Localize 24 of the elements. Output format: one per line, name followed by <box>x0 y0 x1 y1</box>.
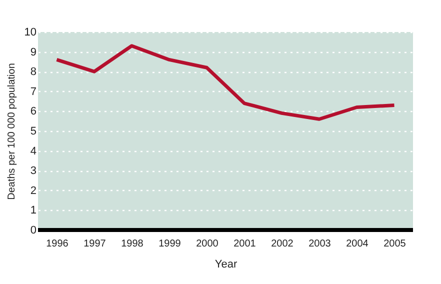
y-tick-label: 9 <box>30 46 36 58</box>
y-tick-label: 4 <box>30 145 36 158</box>
y-tick-label: 6 <box>30 106 36 118</box>
y-tick-label: 0 <box>30 224 36 236</box>
y-tick-label: 7 <box>30 86 36 98</box>
y-tick-label: 5 <box>30 126 36 138</box>
x-tick-label: 1999 <box>158 238 182 250</box>
x-tick-label: 1997 <box>84 238 106 250</box>
y-tick-label: 3 <box>30 165 36 178</box>
x-tick-label: 1996 <box>46 238 69 250</box>
y-tick-label: 1 <box>30 204 36 217</box>
x-tick-label: 2003 <box>308 238 332 250</box>
x-tick-label: 2005 <box>384 238 406 250</box>
y-tick-label: 8 <box>30 66 36 78</box>
y-tick-label: 2 <box>30 184 36 197</box>
x-tick-label: 1998 <box>121 238 144 250</box>
x-tick-label: 2000 <box>196 238 219 250</box>
x-tick-label: 2002 <box>271 238 294 250</box>
x-tick-label: 2001 <box>234 238 256 250</box>
y-axis-title: Deaths per 100 000 population <box>6 63 18 200</box>
x-axis-title: Year <box>214 258 238 270</box>
line-series <box>55 44 396 121</box>
y-tick-label: 10 <box>24 26 36 38</box>
x-tick-label: 2004 <box>346 238 369 250</box>
